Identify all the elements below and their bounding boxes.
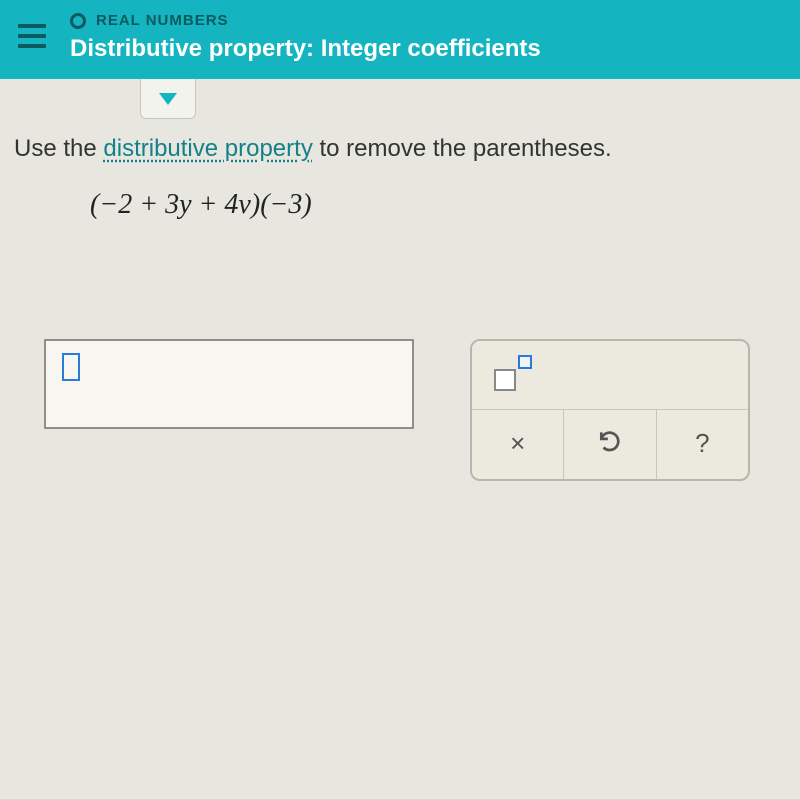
prompt-suffix: to remove the parentheses. bbox=[313, 135, 612, 162]
breadcrumb: REAL NUMBERS bbox=[70, 12, 782, 29]
math-toolbox: × ? bbox=[470, 339, 750, 481]
clear-button[interactable]: × bbox=[472, 410, 563, 479]
toolbox-bottom-row: × ? bbox=[472, 409, 748, 479]
math-expression: (−2 + 3y + 4v)(−3) bbox=[90, 189, 312, 221]
dropdown-tab[interactable] bbox=[140, 79, 196, 119]
breadcrumb-label: REAL NUMBERS bbox=[96, 12, 229, 29]
page-title: Distributive property: Integer coefficie… bbox=[70, 35, 782, 63]
question-prompt: Use the distributive property to remove … bbox=[14, 135, 760, 163]
toolbox-top-row bbox=[472, 341, 748, 409]
exponent-button[interactable] bbox=[494, 355, 536, 391]
menu-icon[interactable] bbox=[18, 24, 46, 48]
undo-button[interactable] bbox=[563, 410, 655, 479]
superscript-square-icon bbox=[518, 355, 532, 369]
progress-ring-icon bbox=[70, 13, 86, 29]
chevron-down-icon bbox=[159, 93, 177, 105]
header-text: REAL NUMBERS Distributive property: Inte… bbox=[70, 12, 782, 63]
square-icon bbox=[494, 369, 516, 391]
app-header: REAL NUMBERS Distributive property: Inte… bbox=[0, 0, 800, 79]
answer-input[interactable] bbox=[44, 339, 414, 429]
undo-icon bbox=[597, 428, 623, 454]
help-button[interactable]: ? bbox=[656, 410, 748, 479]
prompt-prefix: Use the bbox=[14, 135, 103, 162]
input-cursor-icon bbox=[62, 353, 80, 381]
content-area: Use the distributive property to remove … bbox=[0, 79, 800, 799]
distributive-property-link[interactable]: distributive property bbox=[103, 135, 312, 162]
